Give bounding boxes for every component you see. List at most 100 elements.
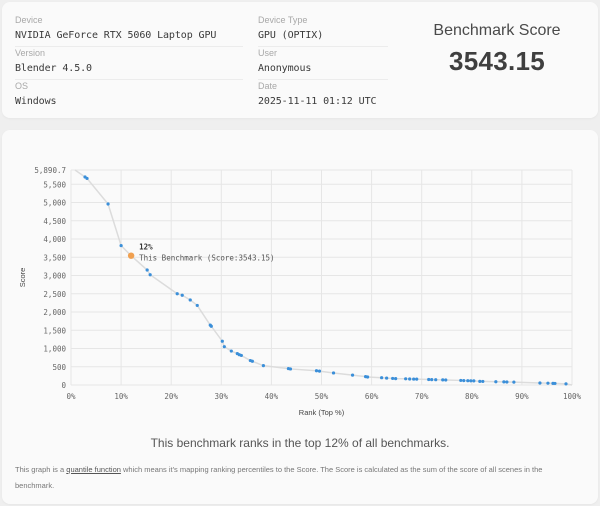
data-point[interactable] <box>220 339 224 343</box>
x-tick-label: 0% <box>66 392 76 401</box>
data-point[interactable] <box>466 379 470 383</box>
data-point[interactable] <box>350 373 355 377</box>
divider <box>258 46 388 47</box>
highlight-rank-label: 12% <box>139 243 153 252</box>
divider <box>15 46 243 47</box>
data-point[interactable] <box>250 359 254 363</box>
data-point[interactable] <box>195 303 199 308</box>
date-field: Date 2025-11-11 01:12 UTC <box>258 81 377 108</box>
data-point[interactable] <box>502 380 506 384</box>
device-label: Device <box>15 15 43 25</box>
y-tick-label: 3,000 <box>43 272 66 281</box>
user-value: Anonymous <box>258 63 312 74</box>
data-point[interactable] <box>434 378 438 382</box>
data-point[interactable] <box>391 376 395 381</box>
this-benchmark-marker[interactable] <box>127 252 135 259</box>
data-point[interactable] <box>481 379 485 384</box>
data-point[interactable] <box>478 379 482 383</box>
version-label: Version <box>15 48 46 58</box>
x-tick-label: 100% <box>563 392 582 401</box>
data-point[interactable] <box>365 375 370 379</box>
data-point[interactable] <box>412 377 416 381</box>
data-point[interactable] <box>427 377 431 382</box>
data-point[interactable] <box>462 379 466 383</box>
quantile-chart[interactable]: 0% 10% 20% 30% 40% 50% 60% 70% 80% 90% 100% 0 500 1,0… <box>2 130 598 430</box>
data-point[interactable] <box>441 378 445 382</box>
data-point[interactable] <box>494 380 498 384</box>
data-point[interactable] <box>331 371 336 375</box>
os-field: OS Windows <box>15 81 57 108</box>
user-label: User <box>258 48 278 58</box>
data-point[interactable] <box>472 379 476 383</box>
data-point[interactable] <box>85 176 89 181</box>
data-point[interactable] <box>222 345 226 349</box>
x-tick-label: 30% <box>215 392 229 401</box>
y-tick-label: 5,890.7 <box>34 166 66 175</box>
data-point[interactable] <box>394 377 398 381</box>
x-tick-label: 10% <box>114 392 128 401</box>
quantile-function-link[interactable]: quantile function <box>66 465 121 474</box>
y-tick-label: 3,500 <box>43 253 66 262</box>
data-point[interactable] <box>180 293 184 297</box>
y-tick-label: 5,000 <box>43 199 66 208</box>
x-tick-label: 50% <box>315 392 329 401</box>
x-tick-label: 40% <box>265 392 279 401</box>
data-point[interactable] <box>119 243 123 248</box>
data-point[interactable] <box>148 273 152 277</box>
benchmark-score-value: 3543.15 <box>448 46 546 76</box>
data-point[interactable] <box>538 381 542 385</box>
os-label: OS <box>15 81 29 91</box>
y-tick-label: 2,500 <box>43 290 66 299</box>
data-point[interactable] <box>239 353 243 358</box>
divider <box>258 79 388 80</box>
data-point[interactable] <box>380 376 384 380</box>
data-point[interactable] <box>314 369 319 373</box>
x-axis-label: Rank (Top %) <box>299 408 345 417</box>
device-info-card: Device NVIDIA GeForce RTX 5060 Laptop GP… <box>2 2 598 118</box>
data-point[interactable] <box>404 377 408 381</box>
chart-explanation: This graph is a quantile function which … <box>15 465 543 490</box>
date-value: 2025-11-11 01:12 UTC <box>258 96 377 107</box>
benchmark-score-title: Benchmark Score <box>433 22 561 39</box>
data-point[interactable] <box>317 369 322 373</box>
device-type-value: GPU (OPTIX) <box>258 30 324 41</box>
data-point[interactable] <box>505 380 509 384</box>
device-type-field: Device Type GPU (OPTIX) <box>258 15 323 42</box>
y-tick-label: 500 <box>52 363 66 372</box>
os-value: Windows <box>15 96 57 107</box>
device-value: NVIDIA GeForce RTX 5060 Laptop GPU <box>15 30 217 41</box>
data-point[interactable] <box>564 382 568 386</box>
data-point[interactable] <box>188 298 192 302</box>
rank-summary: This benchmark ranks in the top 12% of a… <box>150 436 450 450</box>
data-point[interactable] <box>145 268 149 272</box>
data-point[interactable] <box>546 381 550 385</box>
data-point[interactable] <box>459 378 463 383</box>
chart-card: 0% 10% 20% 30% 40% 50% 60% 70% 80% 90% 100% 0 500 1,0… <box>2 130 598 504</box>
y-tick-label: 1,000 <box>43 345 66 354</box>
data-point[interactable] <box>469 379 473 383</box>
y-tick-label: 0 <box>61 381 66 390</box>
data-point[interactable] <box>444 378 448 382</box>
x-tick-label: 70% <box>415 392 429 401</box>
data-point[interactable] <box>261 364 265 368</box>
y-tick-label: 4,000 <box>43 235 66 244</box>
data-point[interactable] <box>408 377 412 381</box>
data-point[interactable] <box>288 367 293 371</box>
divider <box>15 79 243 80</box>
data-point[interactable] <box>106 202 110 206</box>
highlight-score-label: This Benchmark (Score:3543.15) <box>139 254 274 263</box>
y-tick-label: 4,500 <box>43 217 66 226</box>
date-label: Date <box>258 81 278 91</box>
data-point[interactable] <box>430 377 434 382</box>
data-point[interactable] <box>415 377 419 381</box>
user-field: User Anonymous <box>258 48 311 75</box>
y-axis-label: Score <box>18 268 27 288</box>
data-point[interactable] <box>553 381 557 386</box>
data-point[interactable] <box>385 376 389 380</box>
data-point[interactable] <box>209 324 213 328</box>
data-point[interactable] <box>175 292 179 296</box>
y-tick-label: 1,500 <box>43 326 66 335</box>
data-point[interactable] <box>512 380 516 384</box>
device-field: Device NVIDIA GeForce RTX 5060 Laptop GP… <box>15 15 216 42</box>
data-point[interactable] <box>229 349 233 353</box>
